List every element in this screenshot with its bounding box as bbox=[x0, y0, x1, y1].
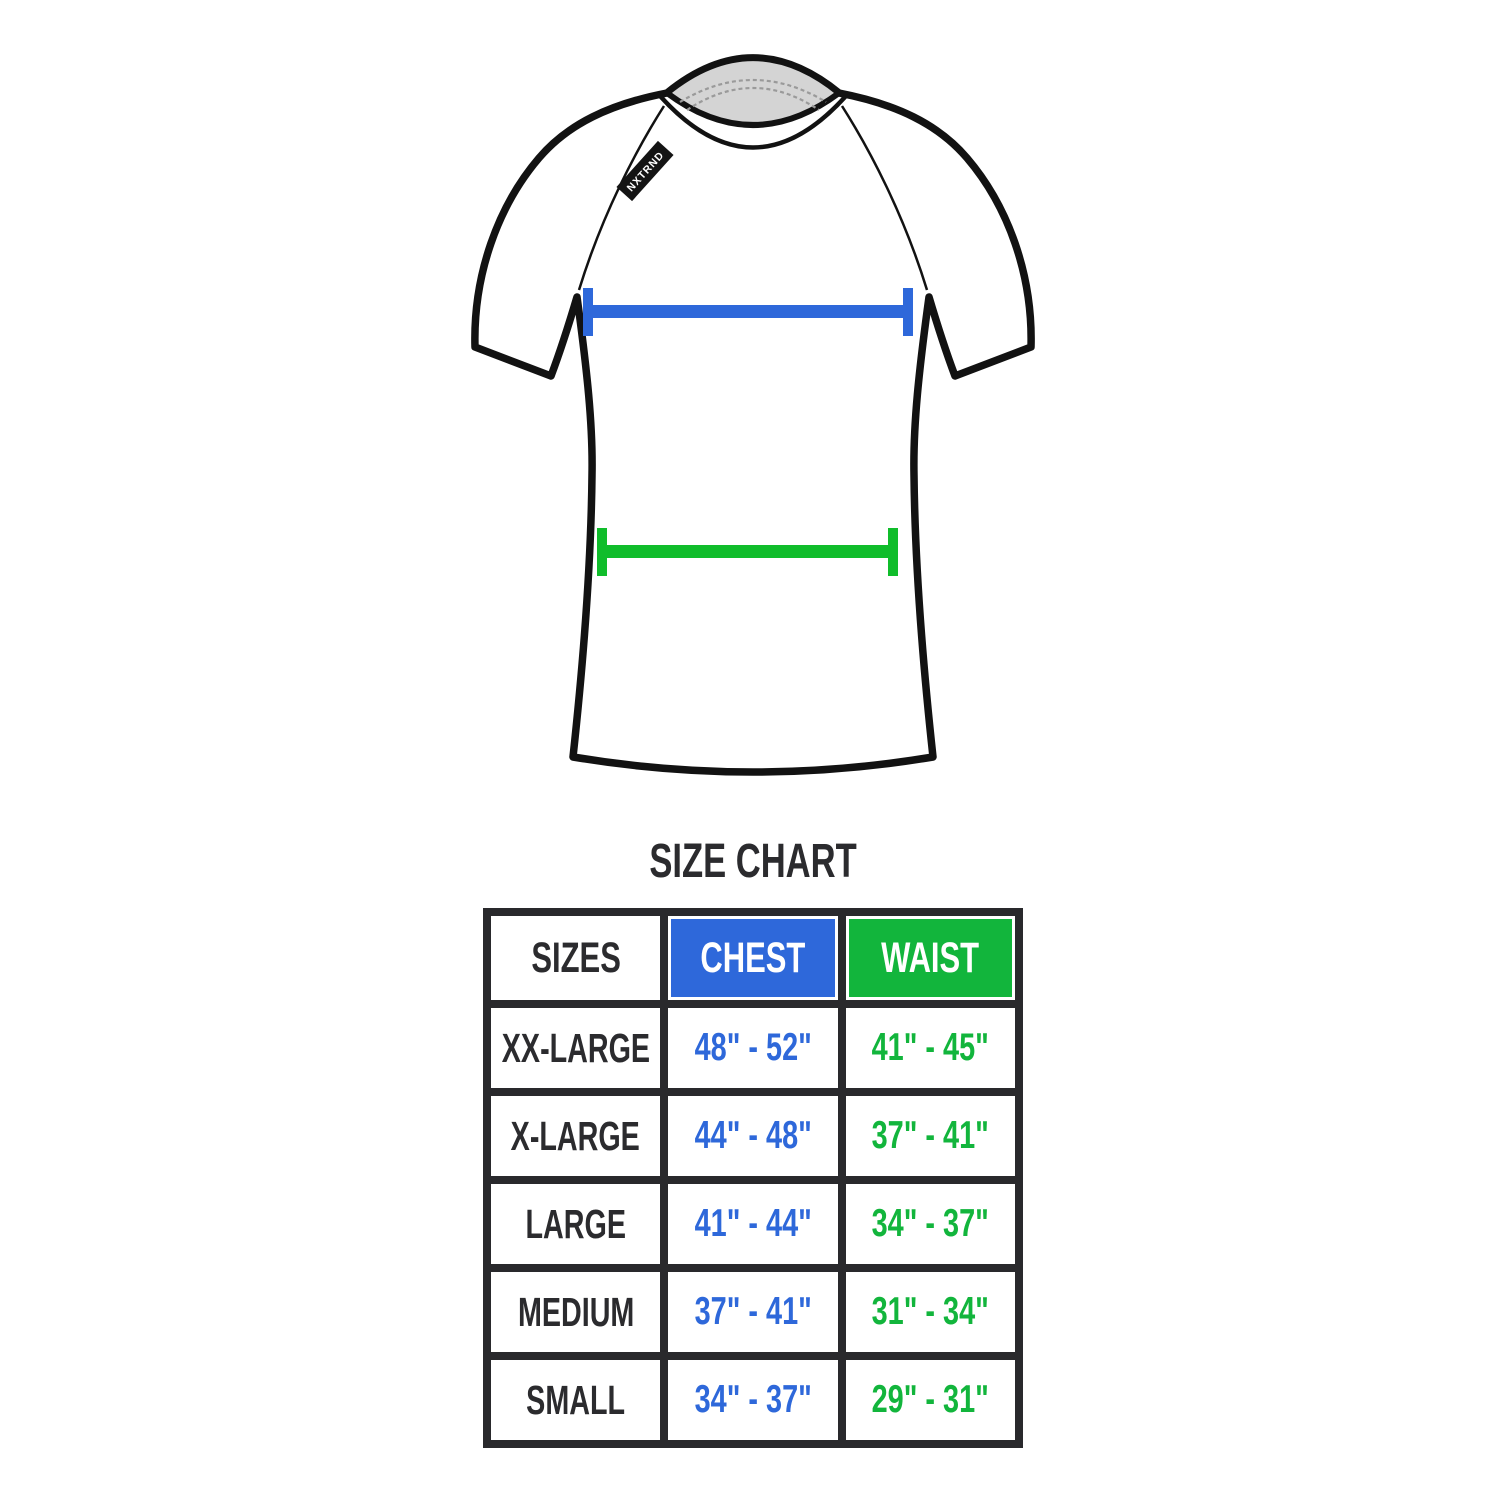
table-row-chest: 37" - 41" bbox=[668, 1272, 838, 1352]
table-row-size: MEDIUM bbox=[491, 1272, 661, 1352]
tshirt-diagram: NXTRND bbox=[471, 54, 1035, 776]
collar-stitching-icon bbox=[686, 87, 820, 111]
waist-header-fill: WAIST bbox=[848, 919, 1012, 997]
table-row-waist: 37" - 41" bbox=[845, 1096, 1015, 1176]
size-table: SIZES CHEST WAIST XX-LARGE 48" - 52" 41"… bbox=[483, 908, 1023, 1448]
table-row-chest: 41" - 44" bbox=[668, 1184, 838, 1264]
column-header-sizes: SIZES bbox=[491, 916, 661, 1000]
column-header-waist: WAIST bbox=[845, 916, 1015, 1000]
table-row-waist: 31" - 34" bbox=[845, 1272, 1015, 1352]
collar-band-edge bbox=[658, 94, 848, 150]
chest-header-fill: CHEST bbox=[671, 919, 835, 997]
table-row-waist: 34" - 37" bbox=[845, 1184, 1015, 1264]
table-row-waist: 29" - 31" bbox=[845, 1360, 1015, 1440]
tshirt-outline bbox=[471, 54, 1035, 776]
page-title-text: SIZE CHART bbox=[649, 835, 857, 888]
table-row-waist: 41" - 45" bbox=[845, 1008, 1015, 1088]
collar-stitching-icon bbox=[679, 79, 827, 103]
table-row-size: LARGE bbox=[491, 1184, 661, 1264]
table-row-chest: 44" - 48" bbox=[668, 1096, 838, 1176]
page-title: SIZE CHART bbox=[483, 834, 1023, 889]
table-row-size: X-LARGE bbox=[491, 1096, 661, 1176]
raglan-seam-right bbox=[840, 105, 929, 291]
waist-measure-line bbox=[597, 528, 898, 576]
table-row-size: XX-LARGE bbox=[491, 1008, 661, 1088]
column-header-chest: CHEST bbox=[668, 916, 838, 1000]
table-row-chest: 48" - 52" bbox=[668, 1008, 838, 1088]
collar-inner bbox=[664, 55, 842, 128]
table-row-size: SMALL bbox=[491, 1360, 661, 1440]
table-row-chest: 34" - 37" bbox=[668, 1360, 838, 1440]
chest-measure-line bbox=[583, 288, 913, 336]
